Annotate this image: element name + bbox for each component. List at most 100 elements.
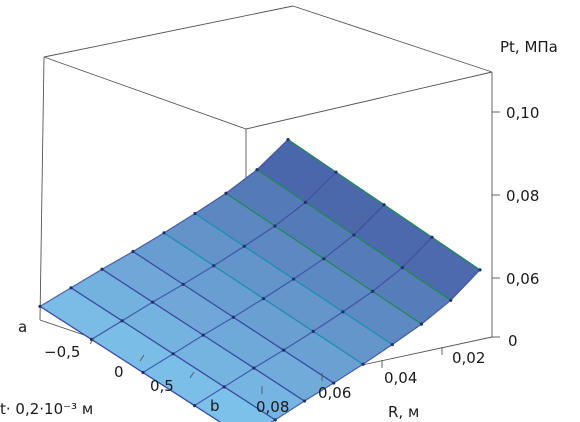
surface-point	[273, 224, 277, 228]
surface-patch	[40, 287, 123, 340]
x-tick-label: 0,02	[452, 349, 485, 367]
surface-point	[382, 203, 386, 207]
surface-point	[38, 304, 42, 308]
surface-patch	[244, 225, 324, 280]
surface-point	[69, 286, 73, 290]
surface-point	[193, 211, 197, 216]
y-axis-label: t· 0,2·10⁻³ м	[0, 400, 93, 418]
surface-patch	[183, 265, 264, 318]
box-edge	[43, 56, 247, 130]
x-axis-label: R, м	[388, 403, 419, 421]
box-edge	[39, 56, 45, 321]
surface-point	[273, 418, 277, 422]
box-edge	[43, 5, 294, 58]
surface-patch	[253, 350, 334, 402]
surface-patch	[305, 172, 384, 236]
surface-point	[171, 352, 175, 356]
surface-point	[100, 267, 104, 271]
surface-patch	[91, 320, 174, 373]
surface-patch	[283, 331, 363, 384]
axis-ticks	[89, 111, 500, 394]
box-edge	[292, 5, 493, 73]
surface-patch	[257, 139, 336, 203]
surface-patch	[402, 237, 480, 301]
surface-patch	[274, 202, 354, 259]
y-tick-label: 0	[114, 363, 124, 381]
surface-point	[430, 235, 434, 239]
x-tick-label: 0,04	[384, 369, 417, 387]
surface-point	[302, 399, 307, 403]
surface-patch	[164, 213, 245, 266]
surface-point	[201, 333, 205, 337]
surface-patch	[122, 302, 204, 354]
z-tick-label: 0,10	[506, 104, 539, 122]
surface-patch	[342, 291, 422, 345]
y-tick-label: 0,5	[150, 377, 174, 395]
y-end-label-a: a	[18, 318, 27, 336]
z-axis-label: Pt, МПа	[500, 38, 558, 56]
surface-point	[242, 244, 246, 248]
surface-patch	[195, 193, 275, 247]
surface-mesh	[38, 137, 482, 422]
surface-point	[311, 329, 315, 333]
surface-point	[390, 342, 394, 347]
surface-point	[292, 277, 296, 281]
y-tick-mark	[89, 337, 95, 345]
surface-patch	[224, 368, 305, 420]
surface-patch	[102, 251, 184, 303]
surface-patch	[293, 258, 373, 312]
y-tick-mark	[139, 354, 145, 362]
surface-point	[332, 381, 336, 385]
surface-point	[261, 296, 266, 301]
surface-point	[341, 310, 345, 314]
surface-patch	[152, 284, 234, 336]
surface-patch	[323, 235, 403, 292]
surface-point	[162, 231, 166, 235]
surface-point	[449, 298, 453, 302]
x-tick-label: 0,06	[318, 384, 351, 402]
surface-point	[224, 191, 228, 195]
surface-patch	[173, 335, 254, 387]
surface-point	[120, 319, 124, 323]
surface-patch	[372, 267, 451, 325]
z-tick-label: 0	[508, 332, 518, 350]
surface-point	[231, 315, 235, 319]
surface-point	[419, 322, 424, 326]
z-tick-label: 0,08	[506, 187, 539, 205]
surface-point	[286, 137, 290, 142]
x-tick-label: 0,08	[256, 398, 289, 416]
surface-point	[400, 266, 404, 270]
y-tick-label: −0,5	[44, 343, 80, 361]
surface-point	[361, 362, 365, 366]
surface-point	[281, 348, 286, 352]
surface-point	[478, 268, 482, 272]
surface-patch	[71, 269, 153, 321]
surface-patch	[203, 317, 284, 369]
surface-point	[141, 370, 145, 375]
surface-point	[352, 233, 356, 237]
surface-point	[255, 168, 259, 172]
surface-patch	[233, 298, 314, 351]
surface-point	[371, 289, 375, 293]
surface-point	[252, 366, 256, 370]
surface-point	[181, 282, 185, 286]
surface-point	[303, 200, 308, 204]
surface-patch	[353, 204, 432, 268]
surface-patch	[194, 386, 276, 422]
surface-point	[334, 170, 338, 174]
y-tick-mark	[189, 371, 195, 379]
surface-patch	[226, 169, 306, 226]
surface-point	[131, 249, 135, 254]
surface-point	[192, 404, 197, 408]
surface-patch	[213, 246, 294, 299]
surface-point	[212, 264, 216, 268]
box-edge	[245, 71, 493, 130]
y-end-label-b: b	[210, 397, 220, 415]
surface-point	[151, 300, 155, 304]
surface-patch	[313, 311, 393, 365]
surface-point	[222, 385, 226, 389]
surface-patch	[143, 353, 225, 406]
surface-point	[322, 257, 326, 261]
z-tick-label: 0,06	[506, 270, 539, 288]
